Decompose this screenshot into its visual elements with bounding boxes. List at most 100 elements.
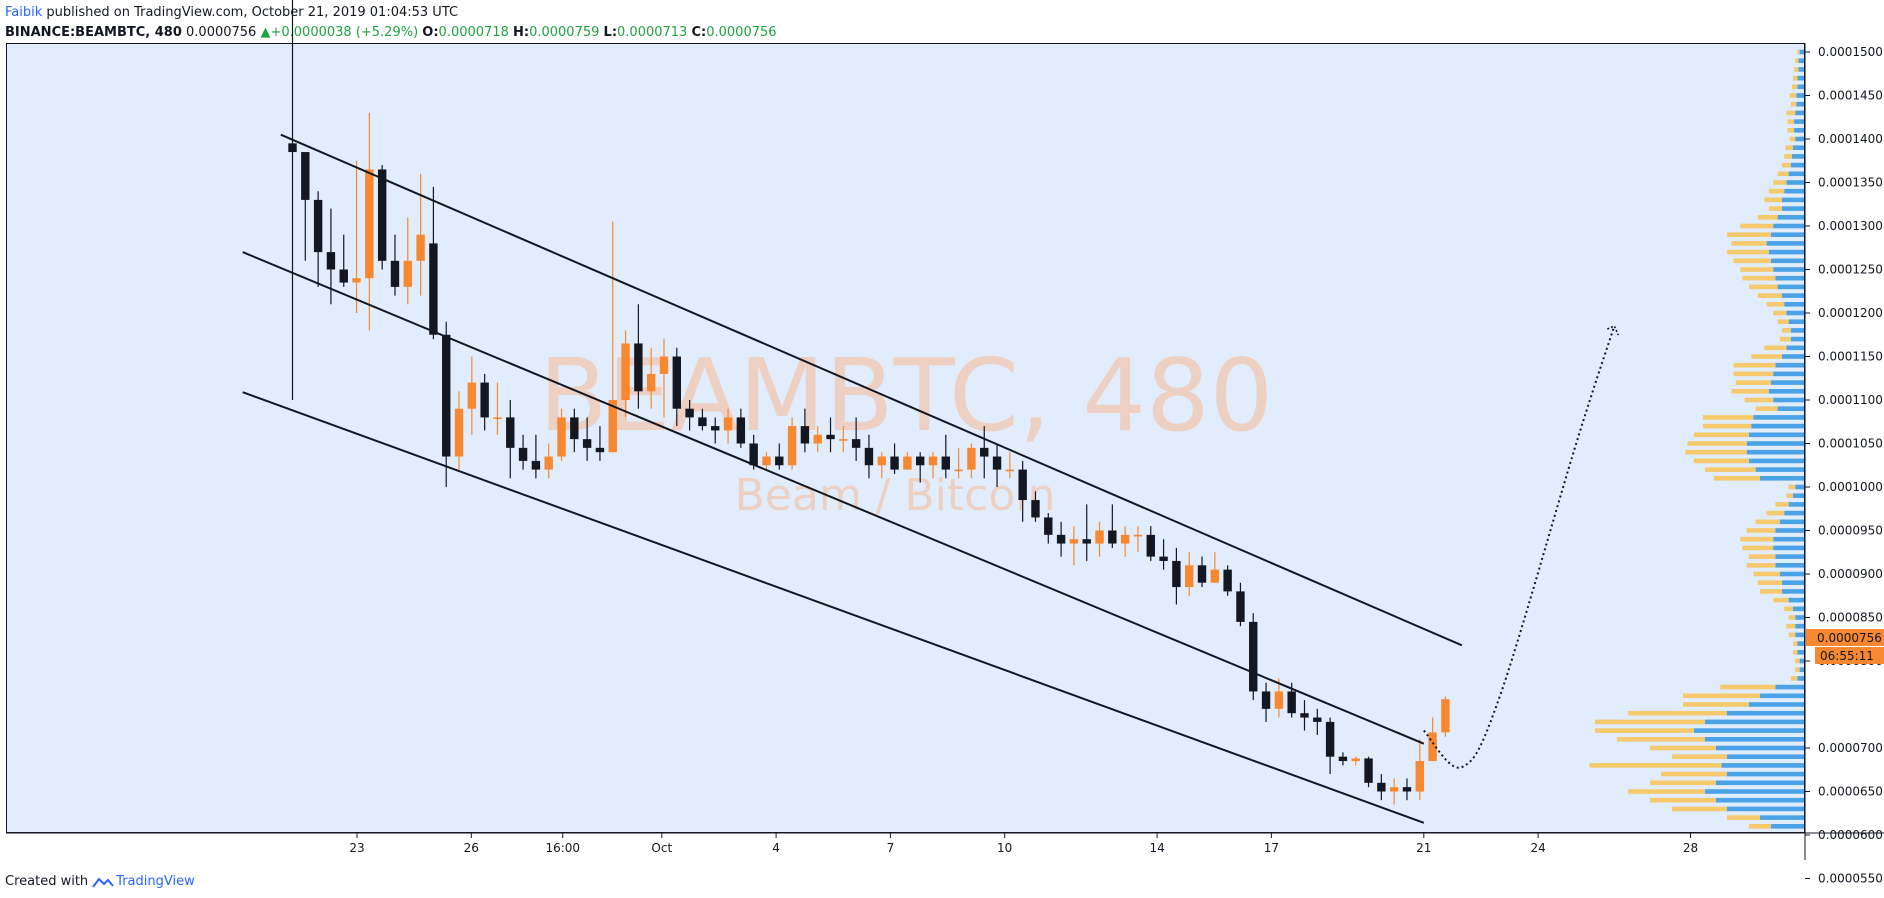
- vp-up-bar: [1746, 563, 1776, 568]
- time-tick-label: 7: [887, 841, 895, 855]
- channel-middle-line[interactable]: [242, 251, 1425, 745]
- vp-down-bar: [1797, 650, 1804, 655]
- vp-down-bar: [1705, 789, 1804, 794]
- candle-body: [1018, 469, 1027, 501]
- vp-up-bar: [1589, 763, 1722, 768]
- close-label: C:: [691, 25, 707, 40]
- countdown-tag: [1815, 647, 1884, 664]
- candle-body: [646, 373, 656, 392]
- candle: [672, 347, 681, 427]
- vp-up-bar: [1727, 232, 1771, 237]
- candle: [506, 400, 515, 479]
- candle: [352, 160, 361, 313]
- tradingview-brand[interactable]: TradingView: [92, 872, 195, 892]
- candle-body: [531, 460, 541, 470]
- vp-up-bar: [1755, 406, 1778, 411]
- price-tick-label: 0.0001300: [1818, 219, 1883, 233]
- candle-body: [851, 439, 861, 448]
- time-tick-label: 4: [772, 841, 780, 855]
- vp-down-bar: [1799, 658, 1804, 664]
- candle: [736, 408, 746, 448]
- channel-lower-line[interactable]: [242, 391, 1425, 824]
- candle: [313, 191, 323, 287]
- symbol-label[interactable]: BINANCE:BEAMBTC, 480: [5, 25, 182, 40]
- candle-body: [1210, 569, 1220, 583]
- volume-profile-row: [1731, 389, 1804, 394]
- volume-profile-row: [1784, 606, 1804, 612]
- vp-up-bar: [1742, 275, 1776, 281]
- volume-profile-row: [1672, 754, 1804, 759]
- time-axis[interactable]: 23 26 16:00 Oct 4 7 10 14 17 21 24 28: [349, 833, 1698, 855]
- vp-down-bar: [1773, 545, 1804, 551]
- price-axis[interactable]: 0.0001500 0.0001450 0.0001400 0.0001350 0.00…: [1805, 45, 1883, 886]
- vp-down-bar: [1797, 641, 1804, 646]
- candle: [467, 356, 477, 435]
- vp-up-bar: [1650, 797, 1716, 803]
- price-tick-label: 0.0000850: [1818, 611, 1883, 625]
- candle: [390, 234, 400, 296]
- brand-label: TradingView: [116, 874, 195, 889]
- vp-down-bar: [1716, 797, 1804, 803]
- candle: [442, 321, 451, 487]
- volume-profile-row: [1784, 154, 1804, 159]
- projection-path[interactable]: [1423, 325, 1616, 769]
- vp-down-bar: [1782, 197, 1804, 203]
- candle-body: [659, 356, 669, 374]
- vp-down-bar: [1782, 589, 1804, 594]
- candle-body: [429, 243, 438, 335]
- vp-up-bar: [1650, 745, 1716, 751]
- vp-down-bar: [1749, 432, 1804, 438]
- vp-down-bar: [1794, 128, 1804, 133]
- candle-body: [890, 456, 899, 470]
- volume-profile-row: [1779, 336, 1804, 342]
- candle: [1402, 778, 1412, 801]
- candle: [711, 417, 720, 444]
- candle-body: [1056, 534, 1066, 544]
- vp-up-bar: [1773, 180, 1787, 185]
- vp-up-bar: [1779, 336, 1791, 342]
- candle-body: [685, 408, 694, 418]
- plot-border: [6, 43, 1805, 833]
- candle-body: [1223, 569, 1232, 592]
- candle-body: [301, 152, 310, 200]
- high-label: H:: [513, 25, 530, 40]
- published-text: published on TradingView.com, October 21…: [42, 5, 459, 20]
- candle: [890, 443, 899, 474]
- vp-up-bar: [1760, 589, 1782, 594]
- vp-down-bar: [1782, 293, 1804, 298]
- candle-body: [826, 434, 835, 440]
- vp-down-bar: [1796, 93, 1804, 98]
- trend-lines: [242, 133, 1620, 824]
- vp-down-bar: [1790, 328, 1804, 333]
- vp-down-bar: [1795, 484, 1804, 490]
- vp-up-bar: [1782, 328, 1791, 333]
- candle: [800, 408, 810, 453]
- volume-profile-row: [1787, 119, 1804, 124]
- volume-profile-row: [1702, 423, 1804, 429]
- volume-profile-row: [1790, 101, 1804, 107]
- candle: [544, 443, 553, 479]
- candle-body: [1108, 530, 1117, 544]
- vp-down-bar: [1790, 336, 1804, 342]
- candle: [339, 234, 348, 287]
- author-link[interactable]: Faibik: [5, 5, 43, 20]
- channel-upper-line[interactable]: [280, 133, 1463, 647]
- candle: [1056, 521, 1066, 557]
- time-tick-label: 26: [464, 841, 479, 855]
- vp-down-bar: [1796, 101, 1804, 107]
- volume-profile-row: [1661, 771, 1804, 777]
- candle-body: [915, 456, 925, 466]
- volume-profile-row: [1773, 310, 1804, 316]
- candle-body: [1172, 560, 1181, 588]
- vp-down-bar: [1786, 345, 1804, 351]
- vp-up-bar: [1785, 145, 1793, 150]
- vp-down-bar: [1775, 528, 1804, 533]
- vp-down-bar: [1797, 676, 1804, 681]
- vp-down-bar: [1784, 510, 1804, 516]
- volume-profile-row: [1766, 302, 1804, 307]
- volume-profile-row: [1786, 493, 1804, 498]
- candle-body: [1402, 787, 1412, 792]
- candle-body: [1069, 539, 1079, 544]
- volume-profile-row: [1753, 571, 1804, 577]
